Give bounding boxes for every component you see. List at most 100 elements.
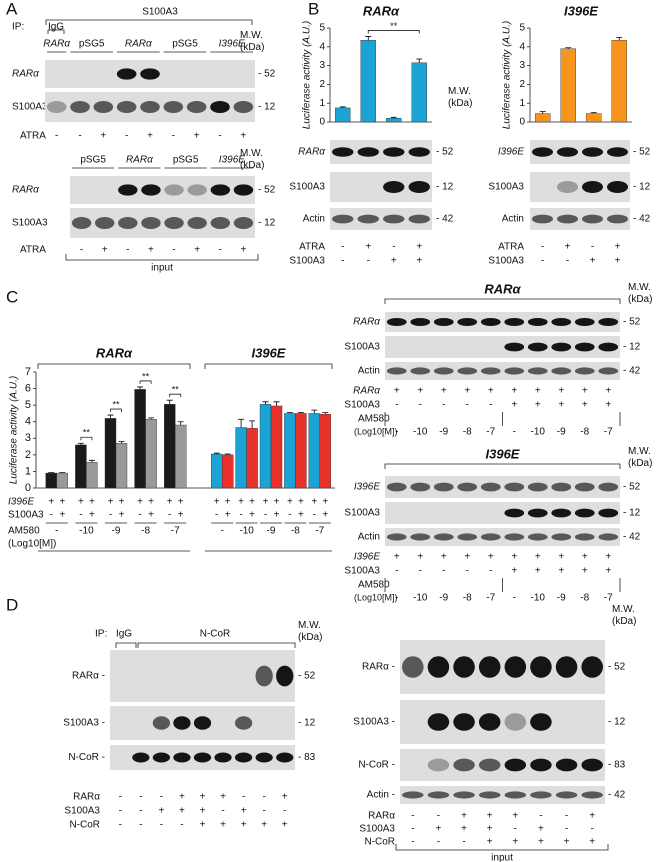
band (480, 533, 501, 541)
condition-sign: + (108, 497, 114, 508)
mw-label: - 12 (258, 102, 276, 113)
bar (611, 40, 627, 123)
band (504, 758, 527, 772)
condition-sign: + (311, 497, 317, 508)
condition-sign: - (566, 256, 569, 267)
band (71, 217, 92, 229)
band (164, 184, 184, 196)
blot-strip (330, 208, 432, 230)
band (504, 508, 525, 518)
row-label: RARα - (362, 662, 395, 673)
level-label: - (513, 593, 516, 604)
condition-sign: - (78, 131, 81, 142)
row-label: Actin (358, 366, 380, 377)
condition-sign: - (395, 566, 398, 577)
condition-sign: + (615, 242, 621, 253)
band (527, 318, 548, 326)
band (187, 217, 207, 229)
mw-label: - 52 (258, 185, 276, 196)
band (140, 68, 160, 80)
mw-header: M.W. (kDa) (628, 282, 653, 305)
band (581, 758, 603, 772)
condition-sign: + (535, 400, 541, 411)
bracket (65, 254, 259, 261)
condition-sign: + (461, 811, 467, 822)
condition-sign: + (582, 400, 588, 411)
band (551, 342, 572, 352)
condition-sign: + (436, 824, 442, 835)
band (551, 482, 572, 492)
y-tick-label: 3 (25, 432, 31, 444)
band (164, 217, 184, 229)
condition-sign: + (511, 386, 517, 397)
error-bar (311, 409, 318, 414)
row-label: S100A3 (488, 182, 524, 193)
condition-sign: + (582, 386, 588, 397)
bar (308, 413, 320, 489)
level-label: -8 (463, 593, 472, 604)
band (210, 217, 231, 229)
band (410, 367, 431, 375)
y-axis-label: Luciferase activity (A.U.) (502, 21, 513, 129)
condition-sign: - (262, 792, 265, 803)
condition-sign: - (565, 811, 568, 822)
condition-sign: + (558, 386, 564, 397)
band (427, 713, 450, 731)
condition-sign: + (194, 245, 200, 256)
bar (210, 453, 223, 489)
condition-sign: - (591, 824, 594, 835)
band (214, 752, 232, 763)
condition-sign: - (172, 245, 175, 256)
band (233, 217, 254, 229)
condition-sign: - (419, 400, 422, 411)
am580-unit: (Log10[M]) (354, 592, 398, 602)
condition-sign: - (411, 824, 414, 835)
bar (75, 444, 87, 489)
condition-sign: + (200, 792, 206, 803)
band (408, 181, 430, 193)
y-tick-label: 3 (519, 60, 525, 71)
bracket (384, 578, 621, 592)
condition-sign: + (59, 497, 65, 508)
y-tick-label: 4 (319, 41, 325, 52)
condition-sign: - (514, 824, 517, 835)
condition-label: S100A3 (64, 806, 100, 817)
band (527, 342, 548, 352)
group-label: I396E (219, 39, 245, 50)
condition-sign: - (168, 510, 171, 521)
bracket (367, 30, 420, 34)
level-label: -9 (439, 427, 448, 438)
condition-sign: + (167, 497, 173, 508)
band (504, 367, 525, 375)
condition-sign: + (102, 245, 108, 256)
error-bar (539, 111, 546, 114)
level-label: -7 (604, 593, 613, 604)
error-bar (273, 401, 280, 406)
condition-sign: - (466, 566, 469, 577)
blot-strip (385, 528, 620, 546)
condition-sign: + (417, 386, 423, 397)
condition-label: S100A3 (344, 566, 380, 577)
row-label: S100A3 (289, 182, 325, 193)
mw-header: M.W. (kDa) (612, 604, 637, 627)
band (427, 656, 450, 678)
condition-sign: + (558, 552, 564, 563)
condition-sign: + (565, 242, 571, 253)
band (598, 482, 619, 492)
condition-sign: - (392, 242, 395, 253)
mw-label: - 52 (298, 671, 316, 682)
band (116, 101, 137, 113)
condition-sign: + (89, 497, 95, 508)
error-bar (565, 47, 572, 49)
condition-label: ATRA (20, 131, 46, 142)
condition-sign: + (512, 837, 518, 848)
band (457, 318, 478, 326)
condition-sign: - (160, 792, 163, 803)
condition-label: ATRA (299, 242, 325, 253)
footer-label: input (151, 263, 173, 274)
band (555, 656, 578, 678)
x-tick-label: - (221, 526, 224, 537)
band (433, 482, 454, 492)
band (530, 713, 552, 731)
condition-sign: + (564, 837, 570, 848)
